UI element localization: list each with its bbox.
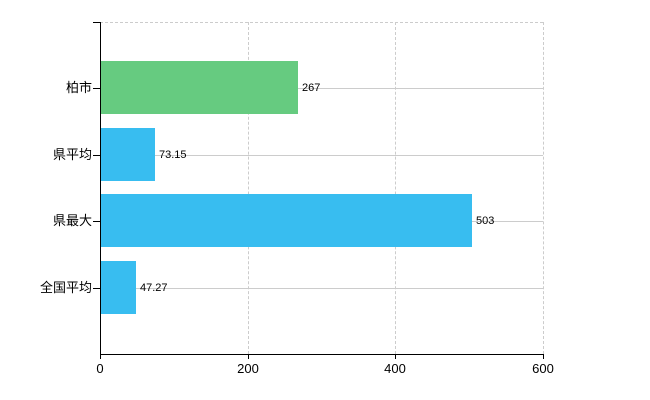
category-label: 柏市: [65, 80, 92, 95]
plot-top-border: [100, 22, 543, 23]
value-label: 73.15: [159, 149, 187, 161]
y-gridline: [100, 288, 543, 289]
y-axis-line: [100, 22, 101, 354]
category-label: 県最大: [52, 213, 92, 228]
x-axis-tick: [395, 354, 396, 359]
x-axis-tick: [100, 354, 101, 359]
x-tick-label: 0: [96, 361, 104, 376]
bar: [101, 61, 298, 114]
x-axis-tick: [543, 354, 544, 359]
category-label: 県平均: [52, 147, 92, 162]
x-gridline: [395, 22, 396, 354]
category-label: 全国平均: [39, 280, 92, 295]
y-gridline: [100, 88, 543, 89]
y-axis-tick: [93, 221, 100, 222]
x-tick-label: 200: [237, 361, 259, 376]
value-label: 47.27: [140, 282, 168, 294]
y-axis-top-tick: [93, 22, 100, 23]
x-gridline: [248, 22, 249, 354]
x-tick-label: 400: [384, 361, 406, 376]
value-label: 503: [476, 215, 495, 227]
x-axis-line: [100, 354, 544, 355]
y-axis-tick: [93, 155, 100, 156]
x-axis-tick: [248, 354, 249, 359]
y-gridline: [100, 155, 543, 156]
bar: [101, 194, 472, 247]
bar: [101, 261, 136, 314]
x-tick-label: 600: [532, 361, 554, 376]
y-axis-tick: [93, 288, 100, 289]
value-label: 267: [302, 82, 321, 94]
x-gridline: [543, 22, 544, 354]
y-axis-tick: [93, 88, 100, 89]
bar: [101, 128, 155, 181]
